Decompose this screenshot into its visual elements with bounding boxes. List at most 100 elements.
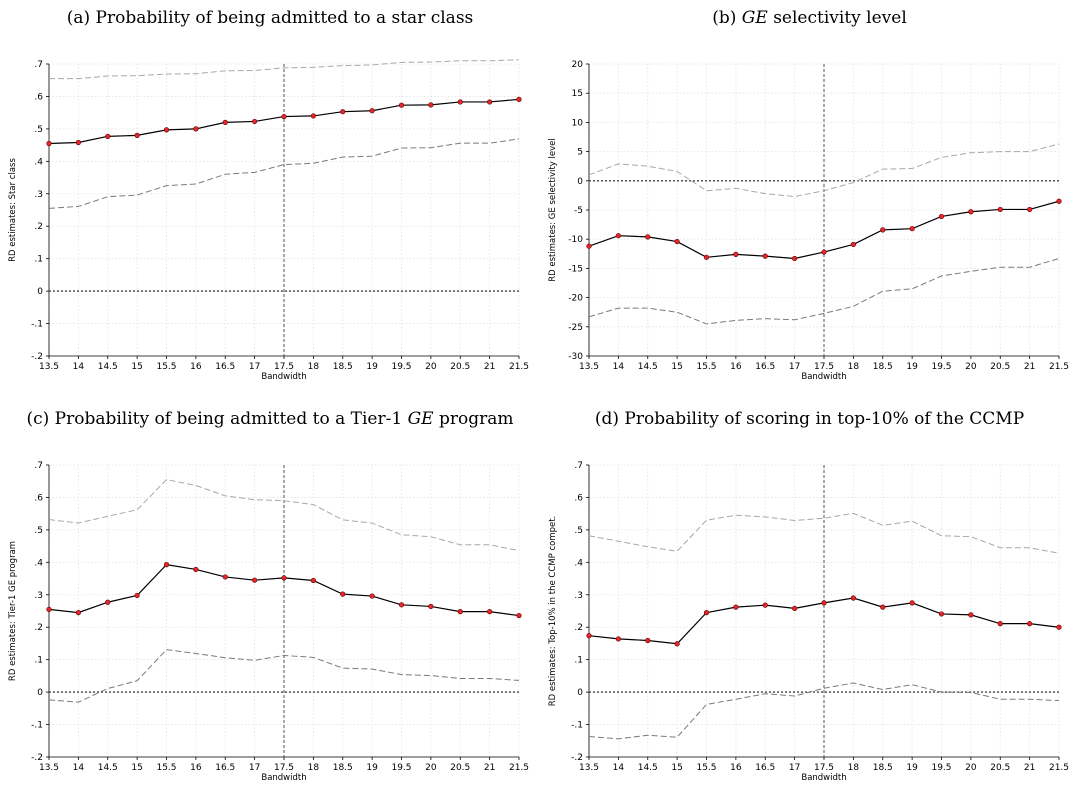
point-estimate-b bbox=[703, 254, 710, 260]
point-estimate-d bbox=[1027, 621, 1033, 627]
x-tick-label: 20.5 bbox=[990, 362, 1010, 372]
y-axis-label: RD estimates: GE selectivity level bbox=[548, 138, 558, 282]
x-tick-label: 16 bbox=[190, 362, 202, 372]
x-tick-label: 16.5 bbox=[755, 763, 775, 773]
point-estimate-b bbox=[850, 241, 856, 248]
point-estimate-c bbox=[516, 612, 522, 619]
series-line-lower-ci bbox=[588, 257, 1060, 325]
x-tick-label: 21 bbox=[484, 763, 495, 773]
x-tick-label: 20.5 bbox=[450, 763, 470, 773]
point-estimate-c bbox=[134, 592, 140, 599]
x-tick-label: 19.5 bbox=[931, 763, 951, 773]
point-estimate-b bbox=[762, 253, 768, 259]
y-tick-label: -30 bbox=[568, 352, 583, 362]
x-tick-label: 13.5 bbox=[579, 763, 599, 773]
point-estimate-d bbox=[645, 637, 651, 644]
x-tick-label: 14.5 bbox=[98, 763, 118, 773]
x-tick-label: 19.5 bbox=[391, 763, 411, 773]
point-estimate-a bbox=[134, 132, 140, 138]
point-estimate-d bbox=[997, 621, 1003, 627]
x-tick-label: 15 bbox=[131, 362, 142, 372]
x-tick-label: 19.5 bbox=[931, 362, 951, 372]
x-tick-label: 13.5 bbox=[39, 763, 59, 773]
point-estimate-d bbox=[1056, 624, 1062, 630]
y-tick-label: .5 bbox=[574, 526, 583, 536]
y-tick-label: .5 bbox=[34, 526, 43, 536]
point-estimate-c bbox=[163, 562, 170, 568]
y-tick-label: 5 bbox=[577, 148, 583, 158]
point-estimate-c bbox=[428, 603, 434, 610]
panel-c-title-em: GE bbox=[407, 409, 434, 429]
point-estimate-a bbox=[369, 108, 375, 114]
x-tick-label: 14.5 bbox=[638, 362, 658, 372]
chart-b: -30 -25 -20 -15 -10 -5 0 5 10 15 20 13.5 14 14.5 15 15.… bbox=[548, 60, 1069, 382]
x-tick-label: 18.5 bbox=[873, 763, 893, 773]
panel-a-title-pre: Probability of being admitted to a star … bbox=[95, 8, 474, 28]
x-tick-label: 21.5 bbox=[509, 763, 529, 773]
panel-c-title-pre: Probability of being admitted to a Tier-… bbox=[54, 409, 403, 429]
x-tick-label: 17.5 bbox=[274, 763, 294, 773]
y-axis-label: RD estimates: Star class bbox=[8, 158, 18, 262]
point-estimate-b bbox=[586, 243, 592, 249]
x-tick-label: 21.5 bbox=[509, 362, 529, 372]
series-line-lower-ci bbox=[588, 682, 1060, 740]
panel-b: (b) GE selectivity level -30 -25 -20 -15 -10… bbox=[540, 0, 1079, 401]
x-tick-label: 20.5 bbox=[990, 763, 1010, 773]
point-estimate-a bbox=[46, 140, 52, 147]
x-axis-label: Bandwidth bbox=[261, 372, 306, 382]
point-estimate-a bbox=[340, 109, 346, 115]
point-estimate-a bbox=[105, 133, 111, 139]
x-tick-label: 18.5 bbox=[333, 763, 353, 773]
point-estimate-d bbox=[938, 611, 945, 617]
x-tick-label: 19 bbox=[366, 362, 378, 372]
point-estimate-a bbox=[252, 118, 258, 125]
x-tick-label: 20 bbox=[965, 763, 977, 773]
x-tick-label: 19 bbox=[906, 763, 918, 773]
x-tick-label: 13.5 bbox=[579, 362, 599, 372]
y-tick-label: -20 bbox=[568, 294, 583, 304]
y-tick-label: .2 bbox=[574, 623, 583, 633]
x-tick-label: 18 bbox=[308, 362, 320, 372]
x-tick-label: 18 bbox=[848, 763, 860, 773]
y-tick-label: .3 bbox=[34, 190, 43, 200]
panel-c: (c) Probability of being admitted to a T… bbox=[0, 401, 540, 803]
y-tick-label: 0 bbox=[37, 287, 43, 297]
point-estimate-c bbox=[398, 602, 405, 608]
point-estimate-d bbox=[586, 633, 592, 639]
point-estimate-d bbox=[762, 602, 768, 608]
point-estimate-a bbox=[428, 102, 434, 108]
y-tick-label: .5 bbox=[34, 125, 43, 135]
x-axis-label: Bandwidth bbox=[801, 773, 846, 783]
point-estimate-c bbox=[252, 577, 258, 583]
y-tick-label: -25 bbox=[568, 323, 583, 333]
point-estimate-b bbox=[733, 251, 739, 257]
y-tick-label: -.2 bbox=[31, 352, 43, 362]
chart-a: -.2 -.1 0 .1 .2 .3 .4 .5 .6 .7 13.5 14 14.5 15 15.5 16 1… bbox=[8, 59, 529, 382]
y-tick-label: .2 bbox=[34, 222, 43, 232]
point-estimate-c bbox=[310, 577, 316, 584]
point-estimate-d bbox=[909, 600, 915, 606]
series-line-lower-ci bbox=[48, 649, 520, 703]
x-tick-label: 17.5 bbox=[814, 763, 834, 773]
y-tick-label: -15 bbox=[568, 264, 583, 274]
y-tick-label: .2 bbox=[34, 623, 43, 633]
point-estimate-a bbox=[457, 99, 463, 105]
x-tick-label: 17 bbox=[789, 362, 800, 372]
x-tick-label: 21 bbox=[484, 362, 495, 372]
point-estimate-b bbox=[645, 234, 651, 240]
point-estimate-a bbox=[193, 126, 199, 132]
x-tick-label: 20 bbox=[425, 362, 437, 372]
x-tick-label: 14 bbox=[73, 362, 85, 372]
panel-d-letter: (d) bbox=[594, 409, 619, 429]
y-tick-label: -5 bbox=[574, 206, 583, 216]
panel-d-title-pre: Probability of scoring in top-10% of the… bbox=[624, 409, 1025, 429]
y-tick-label: 10 bbox=[572, 118, 584, 128]
y-tick-label: -.2 bbox=[571, 753, 583, 763]
x-tick-label: 17 bbox=[789, 763, 800, 773]
point-estimate-c bbox=[457, 609, 463, 615]
point-estimate-c bbox=[75, 610, 81, 616]
panel-c-title: (c) Probability of being admitted to a T… bbox=[0, 409, 540, 429]
x-tick-label: 15.5 bbox=[696, 763, 716, 773]
x-tick-label: 21 bbox=[1024, 763, 1035, 773]
point-estimate-c bbox=[281, 575, 287, 581]
